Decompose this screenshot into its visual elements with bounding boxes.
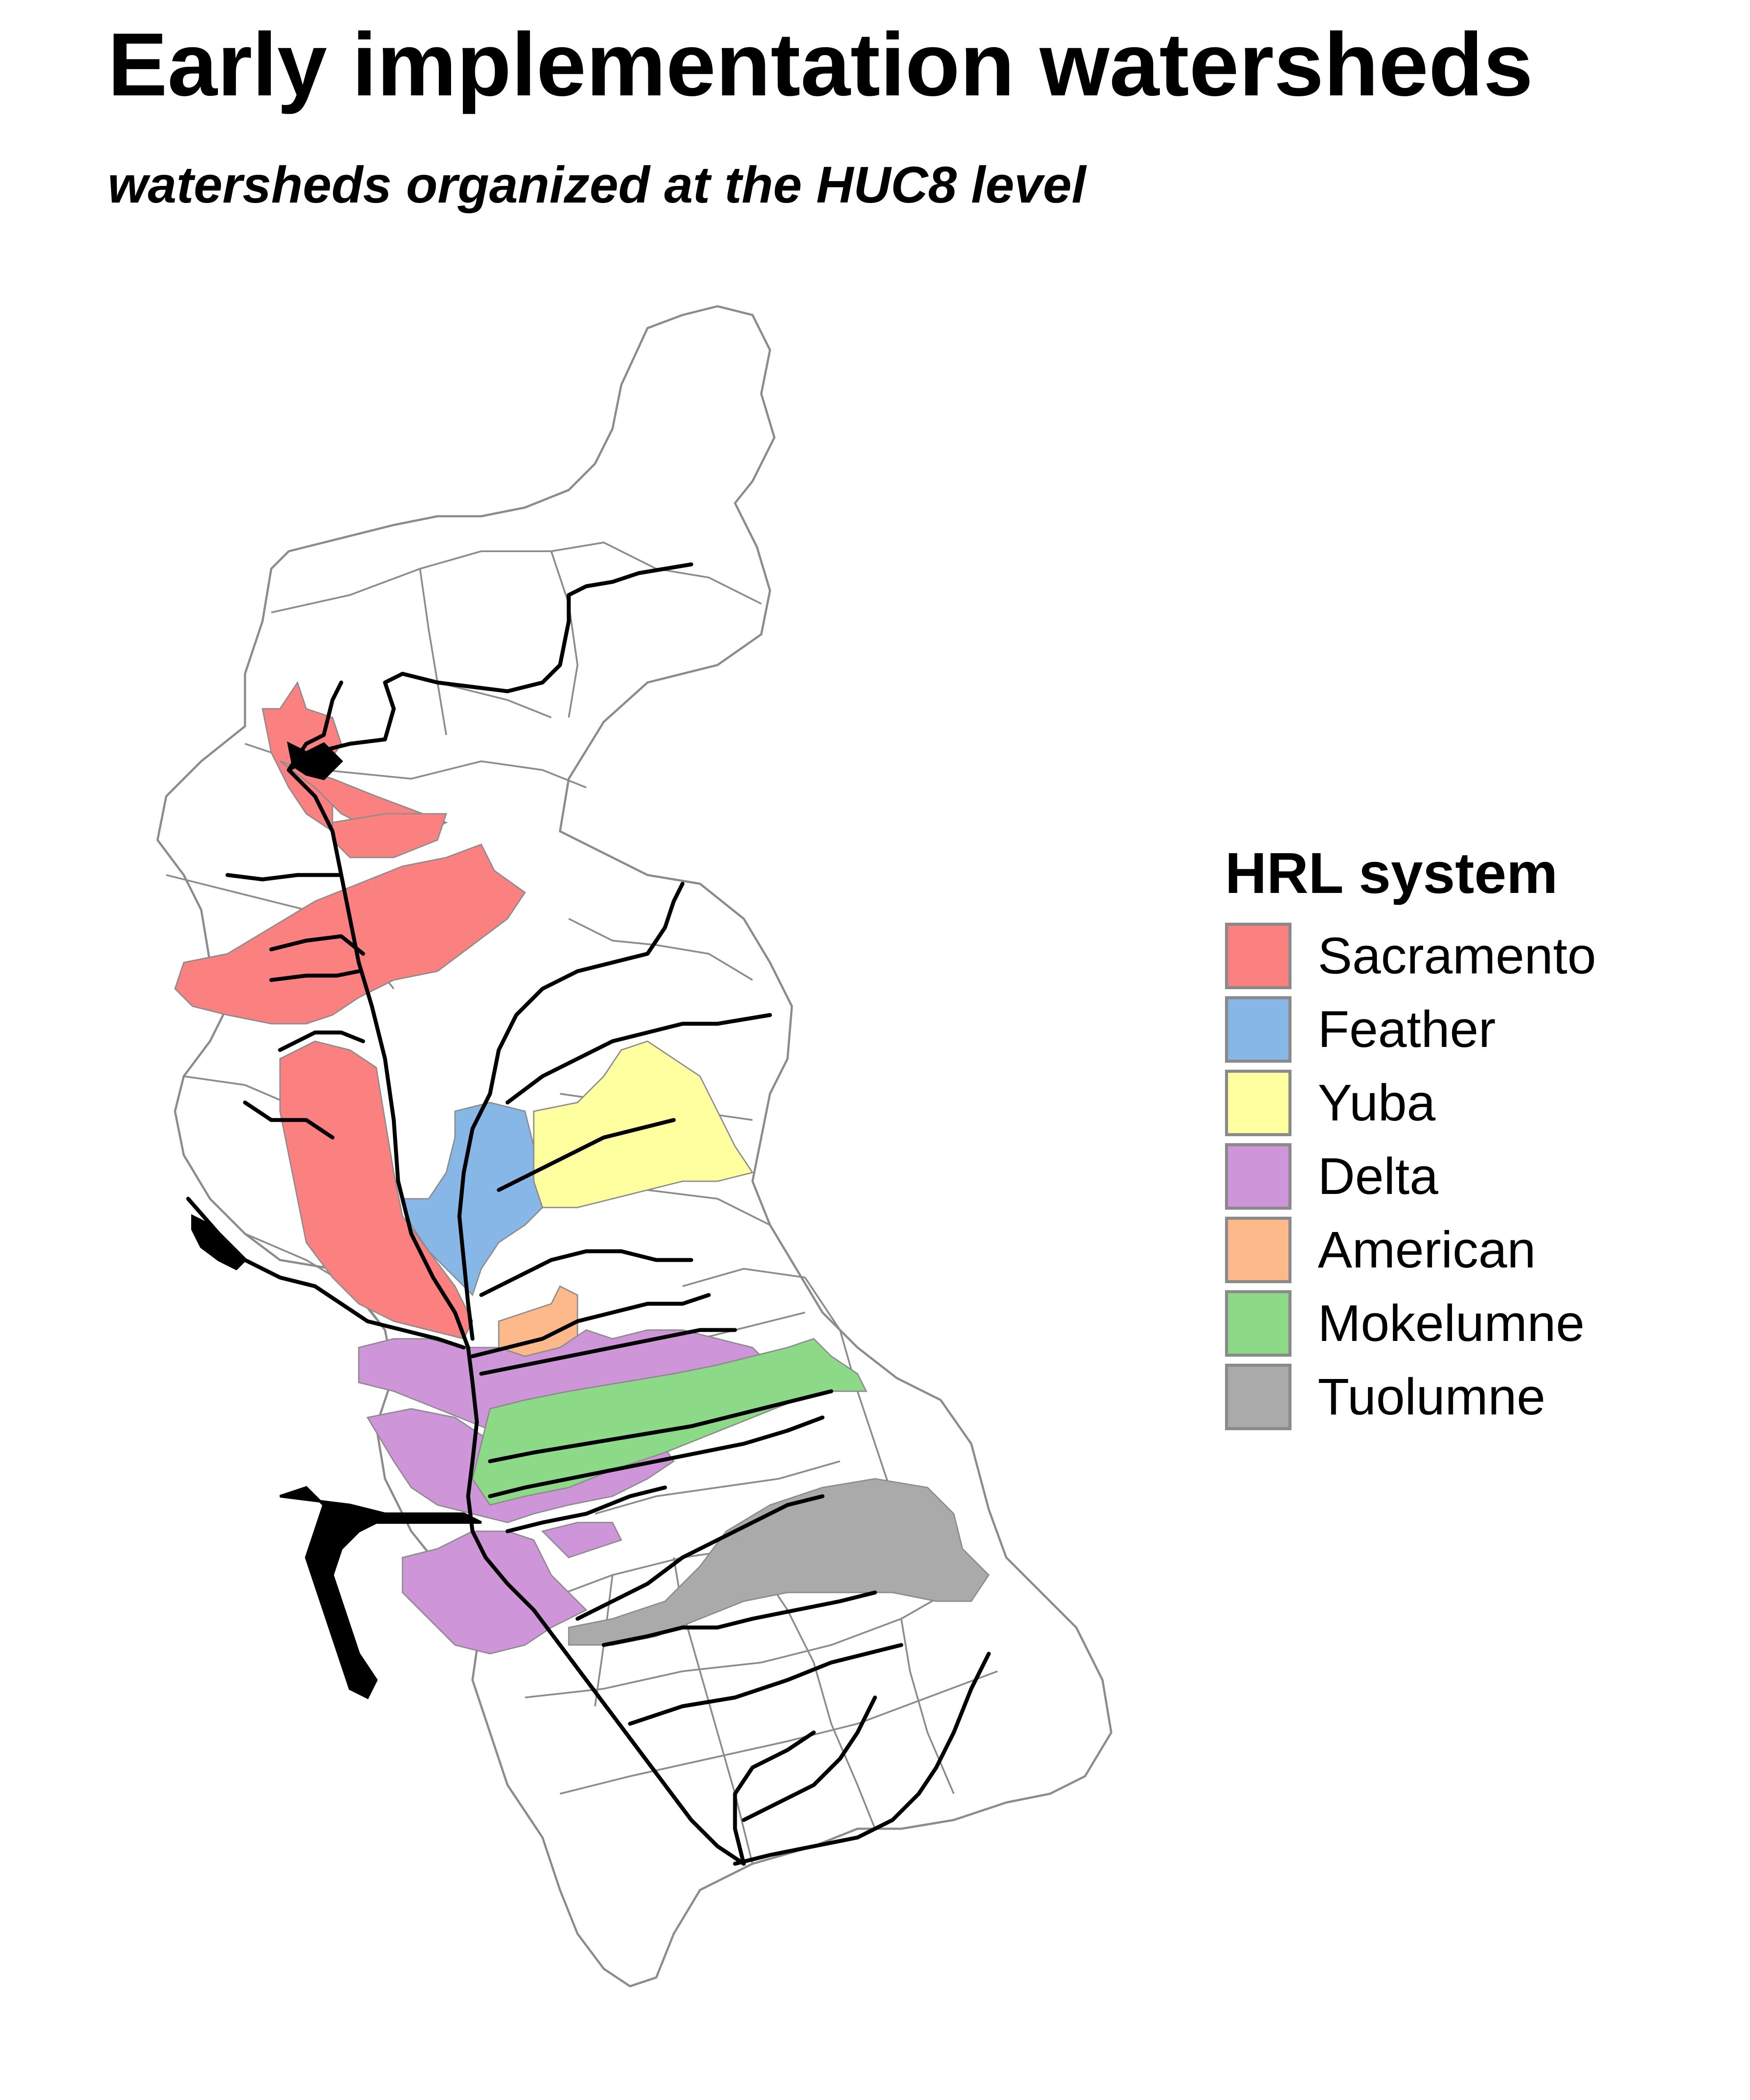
watershed-delta-south[interactable] — [402, 1530, 588, 1655]
legend-item-american: American — [1225, 1213, 1596, 1287]
river-trib-w4 — [278, 1030, 365, 1052]
legend-swatch — [1225, 923, 1292, 989]
legend-label: Tuolumne — [1318, 1368, 1546, 1426]
legend-items: Sacramento Feather Yuba Delta American Mokelu… — [1225, 919, 1596, 1434]
legend-swatch — [1225, 1217, 1292, 1283]
river-trib-w1 — [225, 873, 343, 882]
legend-label: Feather — [1318, 1001, 1496, 1058]
legend-label: Mokelumne — [1318, 1295, 1585, 1352]
river-trib-w2 — [269, 934, 365, 956]
river-sacramento — [287, 768, 510, 1586]
legend-label: American — [1318, 1221, 1536, 1279]
legend-swatch — [1225, 996, 1292, 1063]
river-american-nf — [479, 1328, 737, 1376]
watershed-yuba[interactable] — [533, 1040, 754, 1208]
river-mokelumne — [488, 1415, 825, 1498]
river-upper-sj — [733, 1730, 816, 1866]
river-fresno — [742, 1695, 877, 1822]
page-subtitle: watersheds organized at the HUC8 level — [108, 156, 1086, 214]
river-merced — [628, 1643, 903, 1726]
legend-item-sacramento: Sacramento — [1225, 919, 1596, 993]
legend-label: Yuba — [1318, 1074, 1436, 1132]
river-tuolumne — [602, 1590, 877, 1647]
legend-swatch — [1225, 1143, 1292, 1210]
clear-lake — [191, 1214, 247, 1270]
legend-item-mokelumne: Mokelumne — [1225, 1287, 1596, 1360]
shasta-lake — [287, 741, 343, 780]
hrl-watersheds[interactable] — [174, 681, 990, 1655]
river-feather-mf — [505, 1013, 772, 1105]
river-feather-lower — [457, 1092, 492, 1341]
rivers — [186, 562, 991, 1866]
river-pit — [287, 562, 693, 772]
watershed-delta-north[interactable] — [358, 1329, 771, 1445]
river-cosumnes — [488, 1389, 833, 1463]
river-feather — [488, 882, 685, 1096]
legend-label: Sacramento — [1318, 927, 1596, 985]
legend-title: HRL system — [1225, 841, 1558, 905]
legend-item-delta: Delta — [1225, 1140, 1596, 1213]
river-stanislaus — [575, 1494, 825, 1621]
river-trib-w3 — [269, 969, 361, 982]
watershed-mokelumne[interactable] — [472, 1338, 868, 1506]
river-calaveras — [505, 1485, 667, 1533]
legend-label: Delta — [1318, 1148, 1438, 1205]
legend-swatch — [1225, 1290, 1292, 1357]
watershed-delta-east[interactable] — [541, 1522, 623, 1558]
legend-swatch — [1225, 1364, 1292, 1430]
watershed-tuolumne[interactable] — [568, 1478, 990, 1646]
river-bear — [479, 1249, 693, 1297]
river-yuba — [497, 1118, 676, 1192]
legend: HRL system Sacramento Feather Yuba Delta Ame… — [1225, 840, 1596, 1434]
legend-item-yuba: Yuba — [1225, 1066, 1596, 1140]
delta-water — [191, 741, 482, 1700]
legend-item-feather: Feather — [1225, 993, 1596, 1066]
river-chowchilla — [733, 1652, 991, 1866]
legend-item-tuolumne: Tuolumne — [1225, 1360, 1596, 1434]
watershed-sacramento-mid2[interactable] — [332, 813, 448, 858]
watershed-feather[interactable] — [401, 1102, 543, 1296]
river-stony — [243, 1100, 335, 1140]
river-american — [470, 1293, 711, 1358]
watershed-sacramento-main[interactable] — [174, 844, 526, 1025]
legend-swatch — [1225, 1070, 1292, 1136]
river-san-joaquin — [505, 1582, 746, 1866]
page-title: Early implementation watersheds — [108, 14, 1533, 115]
bay-water — [280, 1486, 482, 1700]
